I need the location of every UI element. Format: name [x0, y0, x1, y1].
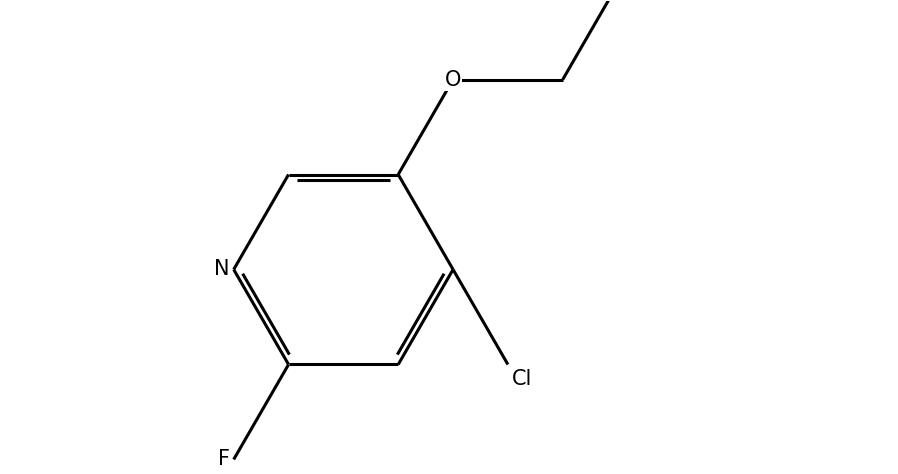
Text: Cl: Cl	[512, 369, 533, 389]
Text: N: N	[214, 259, 230, 280]
Text: O: O	[445, 70, 462, 90]
Text: F: F	[217, 449, 230, 469]
